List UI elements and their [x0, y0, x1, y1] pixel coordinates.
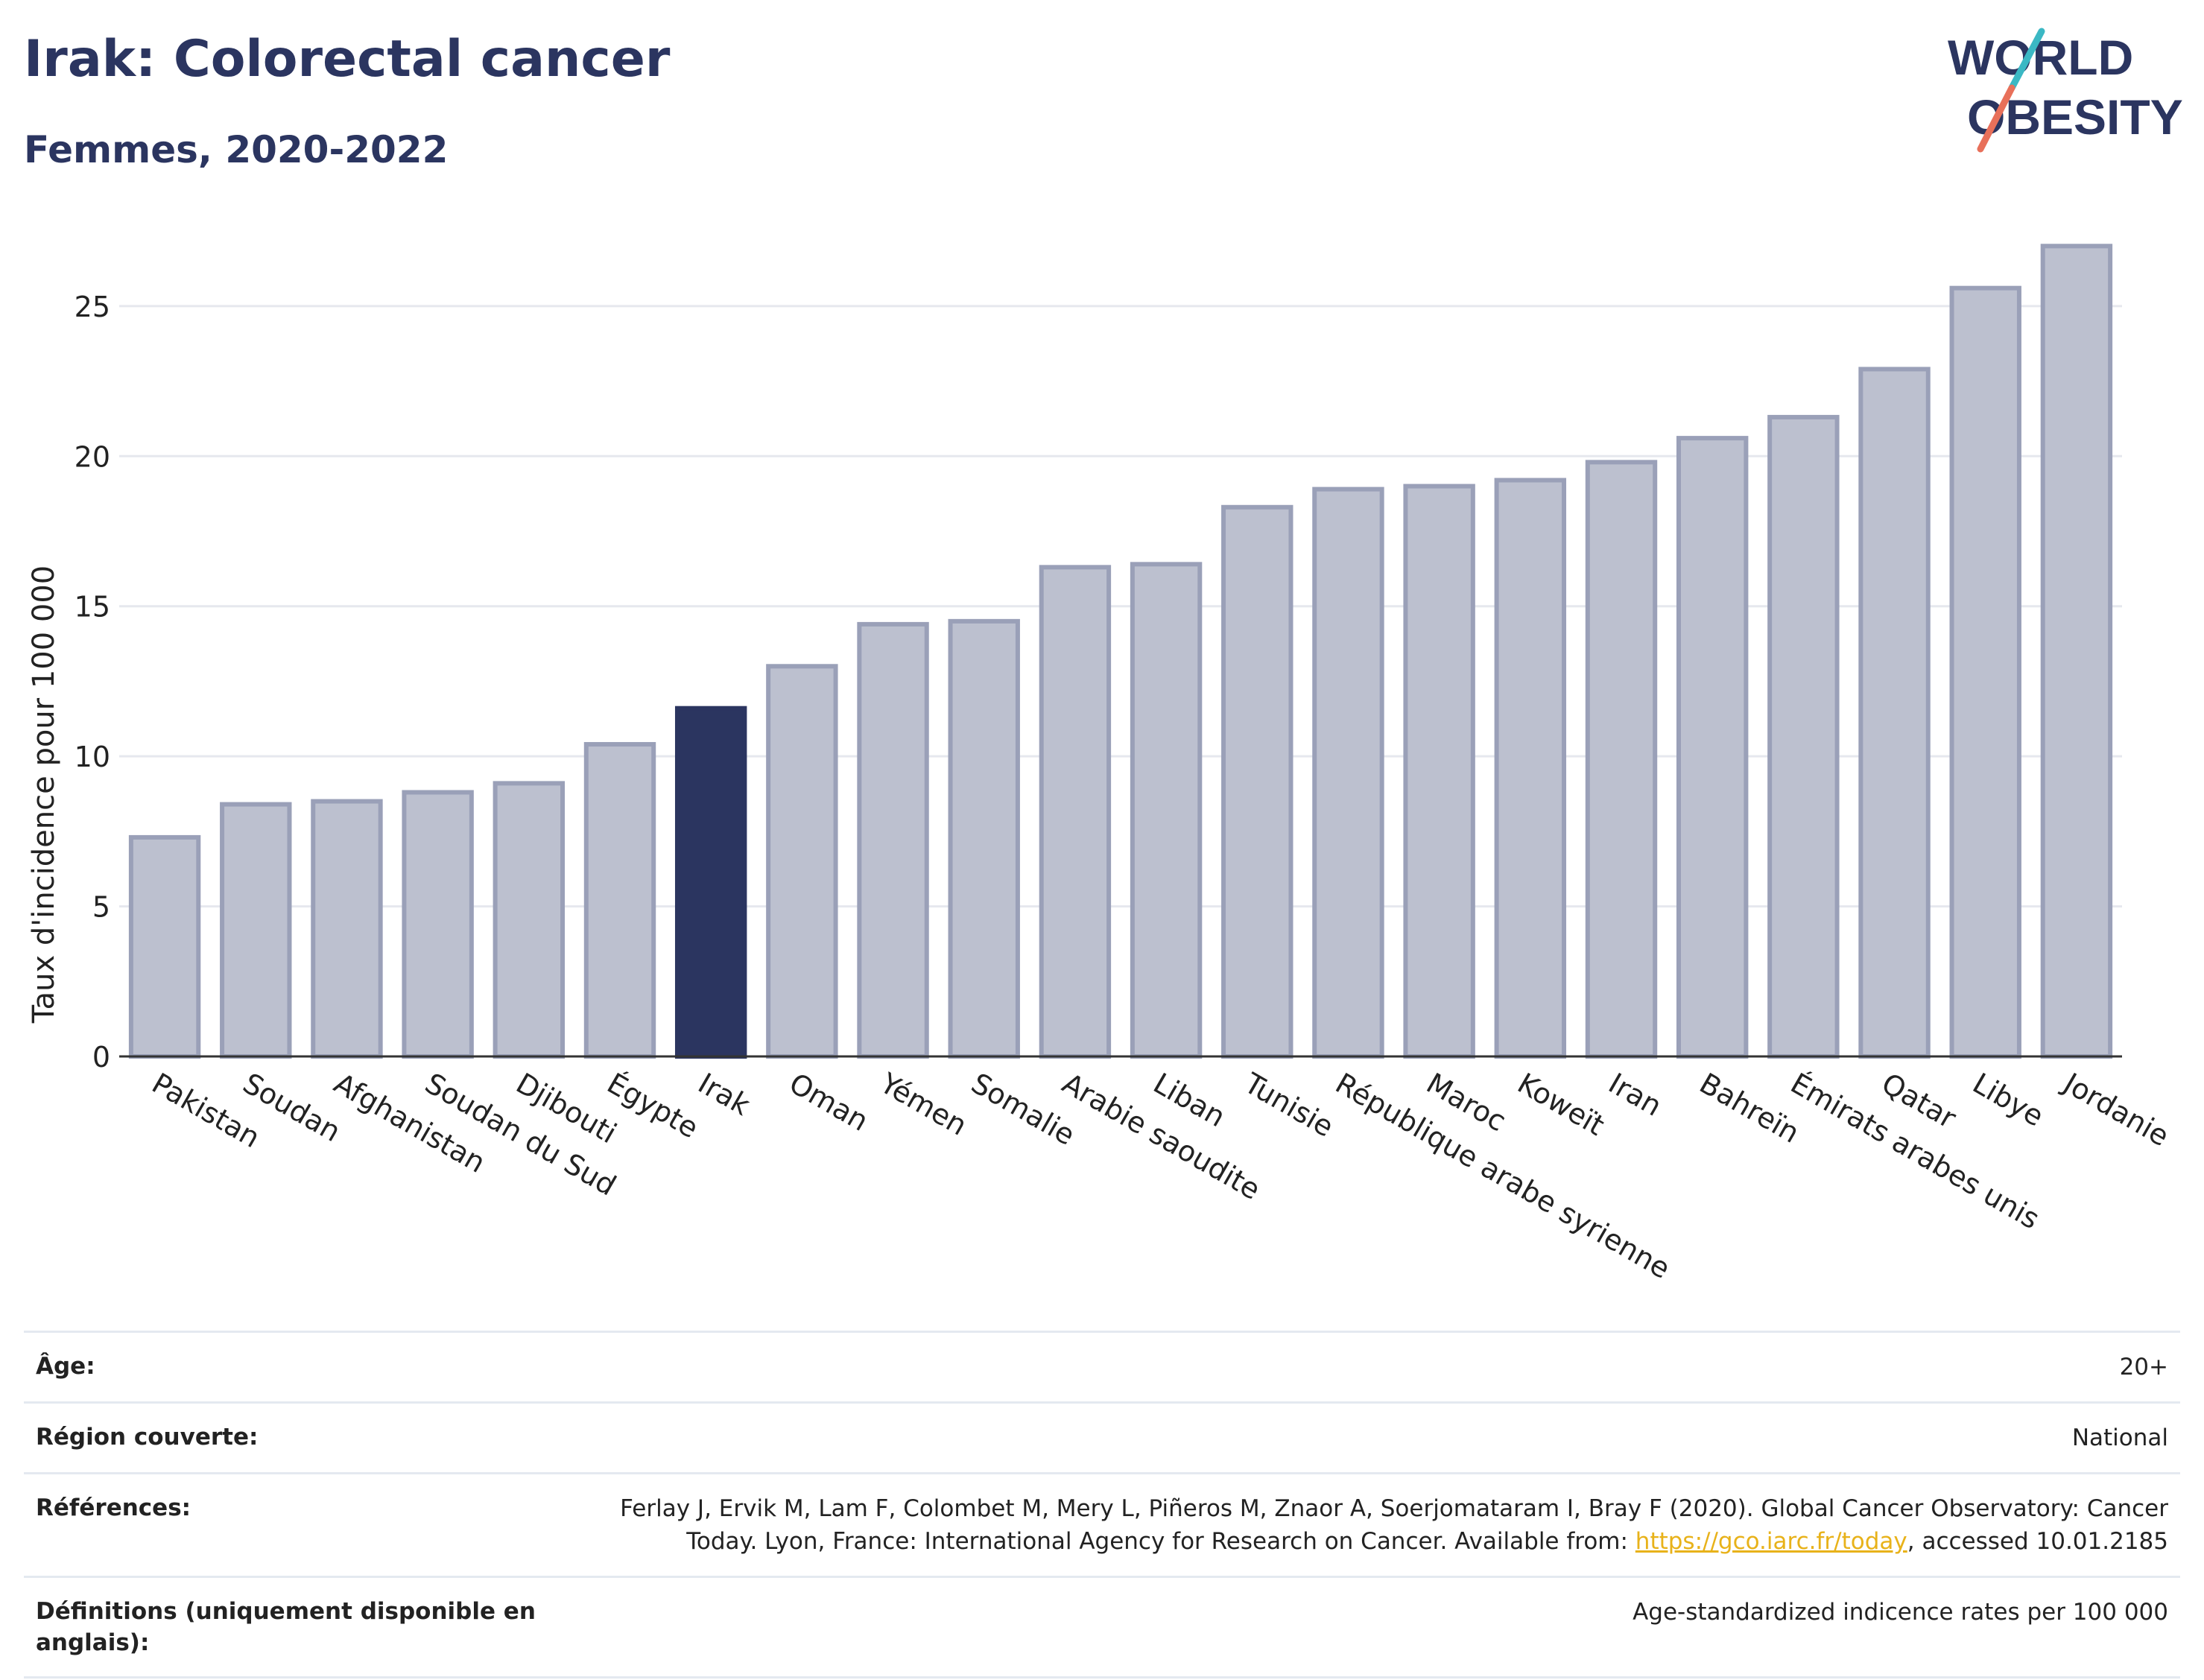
x-tick-label: Égypte: [602, 1067, 704, 1145]
bar-jordanie[interactable]: [2040, 244, 2113, 1059]
chart-title: Irak: Colorectal cancer: [24, 30, 671, 89]
bar-arabie-saoudite[interactable]: [1039, 565, 1112, 1059]
logo-slash-bottom: [1977, 84, 2015, 153]
y-tick-label: 15: [75, 591, 110, 624]
bar-maroc[interactable]: [1403, 484, 1475, 1059]
bar-irak[interactable]: [674, 706, 747, 1059]
reference-text: Ferlay J, Ervik M, Lam F, Colombet M, Me…: [620, 1495, 2168, 1555]
bars: [128, 244, 2113, 1059]
world-obesity-logo: WORLD OBESITY: [1948, 28, 2183, 153]
info-value-references: Ferlay J, Ervik M, Lam F, Colombet M, Me…: [566, 1492, 2168, 1558]
bar--gypte[interactable]: [583, 742, 656, 1059]
info-value-region: National: [2071, 1424, 2168, 1451]
bar-r-publique-arabe-syrienne[interactable]: [1312, 486, 1384, 1059]
chart-subtitle: Femmes, 2020-2022: [24, 128, 449, 171]
x-tick-label: Iran: [1603, 1067, 1668, 1123]
bar-liban[interactable]: [1130, 562, 1203, 1059]
info-label-region: Région couverte:: [36, 1424, 259, 1451]
info-value-definitions: Age-standardized indicence rates per 100…: [1633, 1599, 2168, 1626]
reference-link[interactable]: https://gco.iarc.fr/today: [1635, 1528, 1907, 1555]
bar-somalie[interactable]: [948, 618, 1020, 1059]
bar-y-men[interactable]: [857, 621, 929, 1059]
bar--mirats-arabes-unis[interactable]: [1767, 414, 1840, 1059]
bar-iran[interactable]: [1585, 460, 1658, 1059]
x-tick-label: Tunisie: [1238, 1066, 1339, 1144]
x-tick-label: Yémen: [874, 1066, 972, 1142]
y-tick-label: 25: [75, 291, 110, 323]
bar-soudan[interactable]: [220, 802, 292, 1059]
info-table: Âge: 20+ Région couverte: National Référ…: [24, 1331, 2180, 1679]
bar-djibouti[interactable]: [493, 781, 566, 1059]
y-tick-label: 10: [75, 741, 110, 773]
info-label-references: Références:: [36, 1494, 191, 1521]
bar-tunisie[interactable]: [1221, 504, 1293, 1059]
info-value-age: 20+: [2119, 1354, 2168, 1381]
x-tick-label: Oman: [784, 1067, 874, 1138]
x-tick-label: Libye: [1967, 1067, 2049, 1133]
bar-oman[interactable]: [766, 664, 838, 1059]
bar-chart: 0510152025PakistanSoudanAfghanistanSouda…: [27, 244, 2175, 1285]
x-tick-label: Somalie: [966, 1067, 1080, 1152]
info-label-age: Âge:: [36, 1353, 95, 1380]
bar-qatar[interactable]: [1858, 367, 1931, 1059]
info-row-definitions: Définitions (uniquement disponible en an…: [24, 1576, 2180, 1679]
bar-libye[interactable]: [1949, 285, 2021, 1059]
info-row-age: Âge: 20+: [24, 1331, 2180, 1401]
x-tick-label: Irak: [693, 1067, 756, 1122]
y-axis-label: Taux d'incidence pour 100 000: [27, 565, 61, 1024]
y-tick-label: 5: [92, 891, 110, 924]
bar-soudan-du-sud[interactable]: [402, 790, 474, 1059]
x-tick-label: Koweït: [1512, 1067, 1609, 1142]
info-label-definitions: Définitions (uniquement disponible en an…: [36, 1598, 536, 1656]
bar-kowe-t[interactable]: [1494, 478, 1567, 1059]
x-tick-label: Jordanie: [2057, 1066, 2175, 1153]
info-row-region: Région couverte: National: [24, 1401, 2180, 1472]
logo-slash-top: [2008, 28, 2045, 92]
info-row-references: Références: Ferlay J, Ervik M, Lam F, Co…: [24, 1472, 2180, 1576]
y-tick-label: 20: [75, 440, 110, 473]
y-tick-label: 0: [92, 1041, 110, 1074]
x-tick-label: Bahreïn: [1694, 1067, 1805, 1150]
reference-accessed: , accessed 10.01.2185: [1907, 1528, 2168, 1555]
bar-pakistan[interactable]: [128, 834, 201, 1059]
bar-bahre-n[interactable]: [1676, 436, 1749, 1059]
bar-afghanistan[interactable]: [311, 799, 383, 1059]
